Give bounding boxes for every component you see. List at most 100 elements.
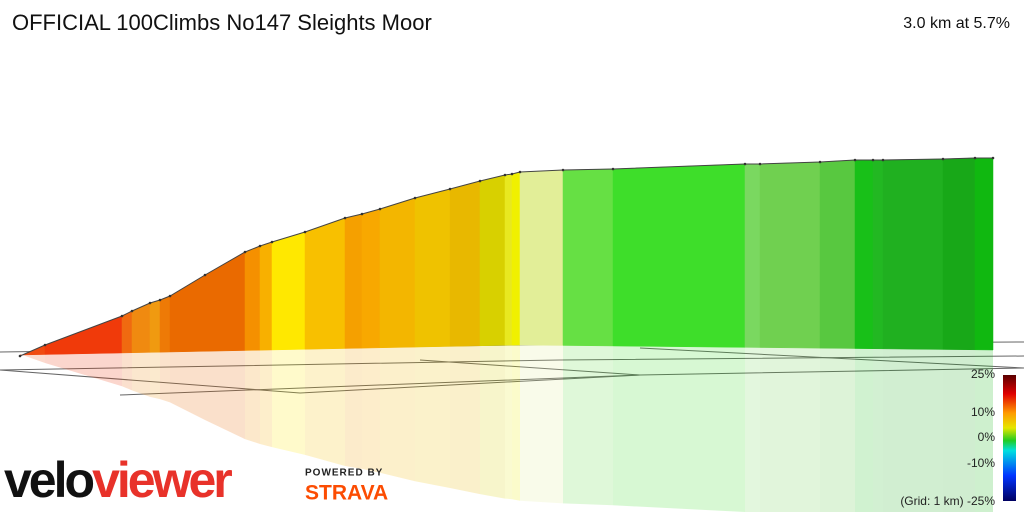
profile-vertex	[343, 216, 347, 220]
profile-vertex	[743, 162, 747, 166]
reflection-segment	[272, 349, 305, 455]
reflection-segment	[122, 352, 132, 391]
reflection-segment	[975, 349, 993, 512]
reflection-segment	[132, 352, 150, 397]
profile-vertex	[130, 309, 134, 313]
profile-segment	[361, 208, 381, 349]
profile-segment	[519, 169, 564, 346]
profile-segment	[271, 231, 306, 351]
profile-segment	[479, 174, 506, 347]
profile-vertex	[158, 298, 162, 302]
grid-line	[299, 374, 641, 394]
profile-vertex	[941, 157, 945, 161]
profile-segment	[882, 158, 944, 350]
profile-vertex	[258, 244, 262, 248]
legend-label: 25%	[971, 367, 995, 381]
profile-segment	[854, 159, 874, 349]
profile-segment	[872, 159, 884, 350]
gradient-colorbar	[1003, 375, 1016, 501]
powered-by: POWERED BY	[305, 468, 383, 479]
reflection-segment	[205, 350, 245, 440]
profile	[18, 156, 995, 358]
profile-segment	[244, 245, 261, 351]
profile-vertex	[203, 273, 207, 277]
profile-segment	[379, 197, 416, 349]
reflection-segment	[150, 352, 160, 400]
strava-logo: STRAVA	[305, 482, 388, 505]
profile-vertex	[561, 168, 565, 172]
reflection-segment	[450, 345, 480, 495]
reflection-segment	[305, 348, 345, 466]
reflection-segment	[943, 349, 975, 512]
reflection-segment	[760, 347, 820, 512]
profile-vertex	[360, 212, 364, 216]
profile-vertex	[378, 207, 382, 211]
legend-label: 10%	[971, 405, 995, 419]
profile-vertex	[518, 170, 522, 174]
profile-vertex	[881, 158, 885, 162]
profile-segment	[159, 295, 171, 353]
profile-segment	[511, 171, 521, 346]
profile-segment	[504, 173, 513, 346]
profile-outline	[19, 157, 993, 357]
legend-label: 0%	[978, 430, 996, 444]
profile-segment	[259, 241, 273, 351]
profile-vertex	[270, 240, 274, 244]
reflection-segment	[160, 352, 170, 403]
profile-vertex	[168, 294, 172, 298]
grid-line	[0, 355, 1024, 371]
reflection-segment	[873, 348, 883, 512]
reflection-segment	[362, 347, 380, 473]
logo: veloviewer	[4, 452, 232, 508]
reflection-segment	[613, 345, 745, 512]
profile-vertex	[43, 343, 47, 347]
profile-vertex	[818, 160, 822, 164]
profile-vertex	[503, 173, 507, 177]
reflection-segment	[883, 348, 943, 512]
reflection-segment	[820, 348, 855, 512]
reflection-segment	[480, 345, 505, 499]
profile-vertex	[853, 158, 857, 162]
reflection-segment	[245, 350, 260, 444]
reflection-segment	[170, 351, 205, 420]
grid-line	[0, 369, 301, 394]
legend-label: (Grid: 1 km) -25%	[900, 494, 995, 508]
profile-segment	[974, 157, 994, 351]
profile-reflection	[20, 345, 993, 512]
profile-segment	[44, 315, 123, 355]
profile-segment	[149, 299, 161, 353]
grid-line	[419, 359, 641, 376]
logo-viewer: viewer	[92, 452, 232, 508]
profile-vertex	[611, 167, 615, 171]
reflection-segment	[45, 352, 122, 387]
profile-vertex	[871, 158, 875, 162]
title: OFFICIAL 100Climbs No147 Sleights Moor	[12, 10, 432, 35]
grid-line	[639, 347, 1024, 369]
profile-segment	[819, 159, 856, 349]
profile-segment	[121, 310, 133, 354]
reflection-segment	[20, 354, 45, 364]
profile-segment	[942, 157, 976, 351]
profile-segment	[612, 163, 746, 348]
profile-vertex	[991, 156, 995, 160]
profile-vertex	[243, 250, 247, 254]
profile-segment	[449, 180, 481, 347]
profile-segment	[414, 188, 451, 348]
profile-vertex	[303, 230, 307, 234]
profile-vertex	[413, 196, 417, 200]
logo-velo: velo	[4, 452, 94, 508]
profile-segment	[344, 213, 363, 349]
profile-vertex	[448, 187, 452, 191]
reflection-segment	[563, 345, 613, 506]
reflection-segment	[415, 346, 450, 489]
reflection-segment	[520, 345, 563, 504]
profile-segment	[759, 161, 821, 349]
summary: 3.0 km at 5.7%	[903, 15, 1010, 32]
reflection-segment	[345, 348, 362, 469]
profile-vertex	[148, 301, 152, 305]
profile-segment	[304, 217, 346, 350]
reflection-segment	[505, 345, 512, 500]
reflection-segment	[512, 345, 520, 501]
